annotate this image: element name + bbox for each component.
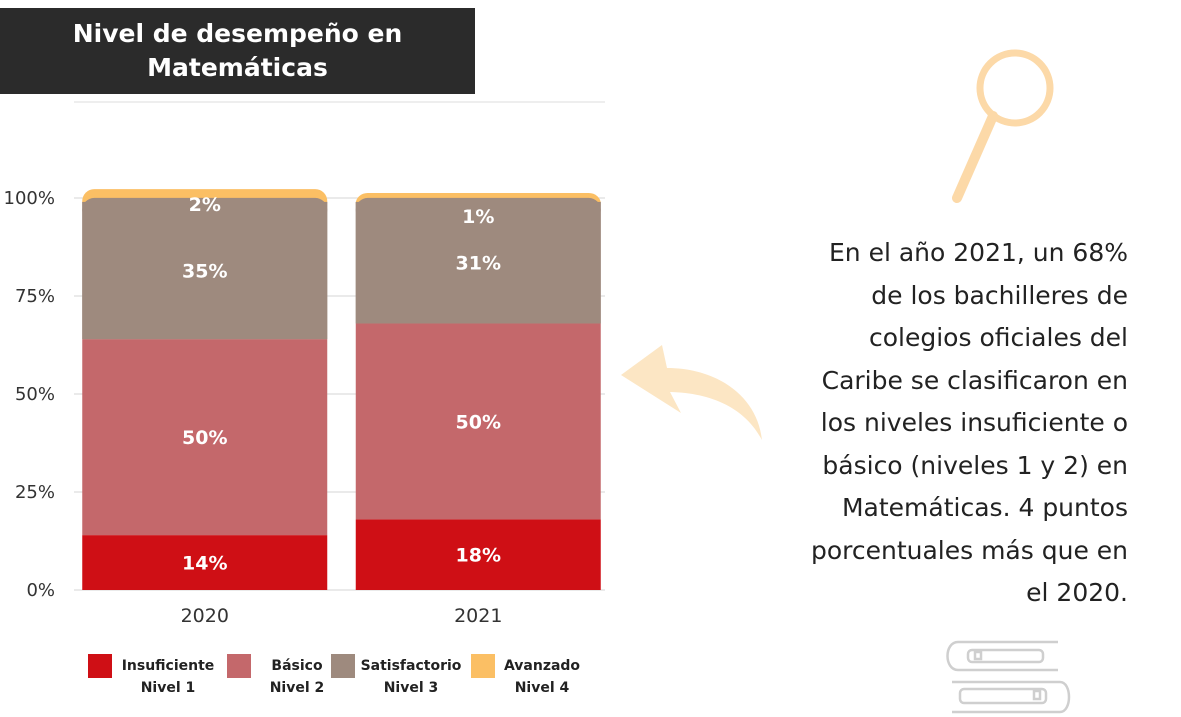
- info-line: los niveles insuficiente o: [820, 408, 1128, 437]
- y-tick-label: 25%: [15, 482, 55, 503]
- data-label: 1%: [462, 206, 494, 228]
- x-tick-label: 2021: [454, 605, 502, 627]
- data-label: 50%: [456, 411, 501, 433]
- data-label: 14%: [182, 553, 227, 575]
- bar-segment: [82, 535, 328, 590]
- data-label: 31%: [456, 253, 501, 275]
- legend-swatch: [331, 654, 355, 678]
- chart-title: Nivel de desempeño en Matemáticas: [0, 8, 475, 94]
- info-line: Caribe se clasificaron en: [821, 365, 1128, 395]
- x-tick-labels: 2020 2021: [181, 605, 503, 627]
- data-label: 18%: [456, 545, 501, 567]
- bar-stack-2021: 18% 50% 31% 1%: [355, 193, 601, 590]
- bar-segment: [355, 323, 601, 520]
- legend-sublabel: Nivel 3: [383, 680, 439, 696]
- bar-segment-top-cover: [82, 201, 328, 340]
- bar-segment: [82, 339, 328, 536]
- bar-stack-2020: 14% 50% 35% 2%: [82, 189, 328, 590]
- legend-label: Insuficiente: [121, 658, 215, 674]
- info-line: En el año 2021, un 68%: [829, 238, 1128, 267]
- legend-label: Avanzado: [503, 658, 581, 674]
- data-label: 50%: [182, 427, 227, 449]
- y-tick-label: 75%: [15, 286, 55, 307]
- legend-swatch: [471, 654, 495, 678]
- bar-segment-round: [355, 197, 601, 222]
- info-line: Matemáticas. 4 puntos: [841, 493, 1128, 522]
- data-label: 2%: [189, 194, 221, 216]
- legend-label: Satisfactorio: [360, 658, 462, 674]
- y-tick-labels: 0% 25% 50% 75% 100%: [4, 188, 55, 601]
- bars: 14% 50% 35% 2% 18% 50% 31% 1%: [82, 189, 601, 590]
- legend-sublabel: Nivel 2: [269, 680, 325, 696]
- info-line: porcentuales más que en: [810, 535, 1128, 565]
- y-tick-label: 50%: [15, 384, 55, 405]
- data-label: 35%: [182, 261, 227, 283]
- bar-segment-top-cover: [355, 201, 601, 324]
- y-tick-label: 0%: [26, 580, 55, 601]
- info-line: básico (niveles 1 y 2) en: [822, 450, 1128, 480]
- stacked-bar-chart: 14% 50% 35% 2% 18% 50% 31% 1% 0% 25% 50% 75% 100% 2…: [4, 101, 605, 627]
- x-tick-label: 2020: [181, 605, 229, 627]
- magnifier-icon: [952, 49, 1054, 203]
- y-tick-label: 100%: [4, 188, 55, 209]
- arrow-icon: [621, 345, 762, 440]
- info-line: de los bachilleres de: [871, 280, 1128, 310]
- info-text: En el año 2021, un 68% de los bachillere…: [740, 232, 1128, 615]
- books-icon: [946, 640, 1071, 714]
- info-line: colegios oficiales del: [869, 323, 1128, 352]
- info-line: el 2020.: [1026, 578, 1128, 607]
- bar-segment: [355, 519, 601, 590]
- legend-label: Básico: [271, 658, 323, 674]
- legend-swatch: [227, 654, 251, 678]
- chart-title-line2: Matemáticas: [147, 53, 328, 82]
- legend-sublabel: Nivel 1: [140, 680, 196, 696]
- legend-swatch: [88, 654, 112, 678]
- bar-segment-round: [82, 197, 328, 222]
- legend-sublabel: Nivel 4: [514, 680, 570, 696]
- chart-title-line1: Nivel de desempeño en: [72, 19, 403, 48]
